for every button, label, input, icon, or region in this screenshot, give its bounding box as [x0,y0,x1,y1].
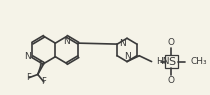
Text: O: O [168,38,175,47]
Text: N: N [63,37,70,46]
Text: N: N [124,52,130,61]
Text: CH₃: CH₃ [190,57,207,66]
Text: HN: HN [156,57,170,66]
Text: S: S [168,57,175,67]
Text: F: F [26,73,31,82]
Bar [165,55,178,68]
Text: N: N [119,39,126,48]
Text: F: F [39,61,43,70]
Text: F: F [41,77,46,86]
Text: O: O [168,76,175,85]
Text: N: N [24,52,30,61]
